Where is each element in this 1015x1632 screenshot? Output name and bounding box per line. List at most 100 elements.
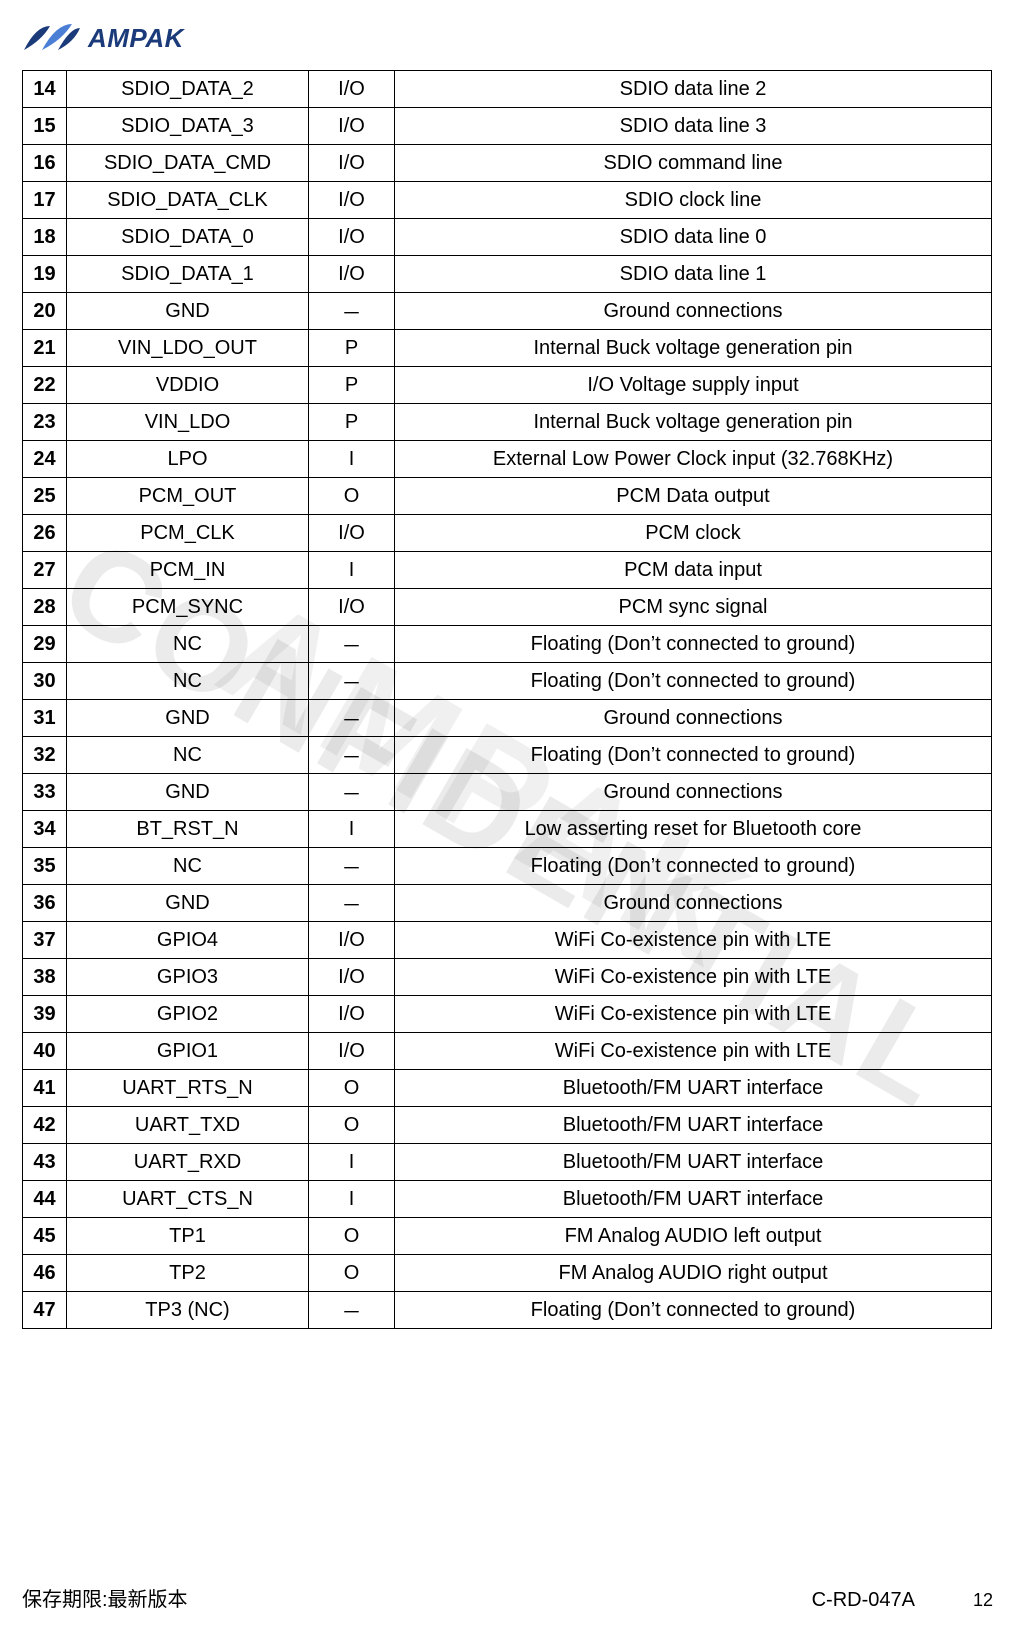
pin-number: 29	[23, 626, 67, 663]
pin-name: NC	[67, 626, 309, 663]
pin-number: 36	[23, 885, 67, 922]
table-row: 39GPIO2I/OWiFi Co-existence pin with LTE	[23, 996, 992, 1033]
pin-description: SDIO data line 0	[395, 219, 992, 256]
pin-description: PCM data input	[395, 552, 992, 589]
pin-number: 16	[23, 145, 67, 182]
table-row: 17SDIO_DATA_CLKI/OSDIO clock line	[23, 182, 992, 219]
pin-table: 14SDIO_DATA_2I/OSDIO data line 215SDIO_D…	[22, 70, 992, 1329]
pin-name: PCM_IN	[67, 552, 309, 589]
pin-name: GND	[67, 885, 309, 922]
pin-description: WiFi Co-existence pin with LTE	[395, 1033, 992, 1070]
pin-number: 25	[23, 478, 67, 515]
pin-number: 30	[23, 663, 67, 700]
pin-type: －	[309, 848, 395, 885]
pin-number: 22	[23, 367, 67, 404]
pin-description: PCM Data output	[395, 478, 992, 515]
pin-name: NC	[67, 737, 309, 774]
pin-name: UART_RXD	[67, 1144, 309, 1181]
pin-name: SDIO_DATA_0	[67, 219, 309, 256]
pin-description: SDIO data line 2	[395, 71, 992, 108]
pin-name: GPIO2	[67, 996, 309, 1033]
pin-name: SDIO_DATA_1	[67, 256, 309, 293]
pin-name: GPIO4	[67, 922, 309, 959]
pin-type: O	[309, 1255, 395, 1292]
pin-type: I/O	[309, 515, 395, 552]
table-row: 15SDIO_DATA_3I/OSDIO data line 3	[23, 108, 992, 145]
pin-type: P	[309, 404, 395, 441]
pin-name: PCM_SYNC	[67, 589, 309, 626]
pin-number: 34	[23, 811, 67, 848]
pin-description: WiFi Co-existence pin with LTE	[395, 959, 992, 996]
pin-number: 44	[23, 1181, 67, 1218]
pin-type: I/O	[309, 959, 395, 996]
table-row: 35NC－Floating (Don’t connected to ground…	[23, 848, 992, 885]
pin-name: TP3 (NC)	[67, 1292, 309, 1329]
table-row: 28PCM_SYNCI/OPCM sync signal	[23, 589, 992, 626]
pin-description: Floating (Don’t connected to ground)	[395, 1292, 992, 1329]
table-row: 45TP1OFM Analog AUDIO left output	[23, 1218, 992, 1255]
pin-number: 47	[23, 1292, 67, 1329]
pin-number: 37	[23, 922, 67, 959]
pin-name: GPIO3	[67, 959, 309, 996]
table-row: 14SDIO_DATA_2I/OSDIO data line 2	[23, 71, 992, 108]
pin-name: GND	[67, 293, 309, 330]
logo-text: AMPAK	[88, 23, 184, 54]
table-row: 43UART_RXDIBluetooth/FM UART interface	[23, 1144, 992, 1181]
pin-number: 42	[23, 1107, 67, 1144]
pin-type: －	[309, 737, 395, 774]
table-row: 42UART_TXDOBluetooth/FM UART interface	[23, 1107, 992, 1144]
pin-type: －	[309, 774, 395, 811]
table-row: 36GND－Ground connections	[23, 885, 992, 922]
pin-description: SDIO command line	[395, 145, 992, 182]
pin-number: 35	[23, 848, 67, 885]
table-row: 44UART_CTS_NIBluetooth/FM UART interface	[23, 1181, 992, 1218]
pin-type: －	[309, 293, 395, 330]
pin-number: 28	[23, 589, 67, 626]
pin-description: FM Analog AUDIO left output	[395, 1218, 992, 1255]
pin-description: Bluetooth/FM UART interface	[395, 1181, 992, 1218]
pin-type: －	[309, 626, 395, 663]
pin-description: Ground connections	[395, 885, 992, 922]
ampak-logo-icon	[22, 20, 82, 56]
pin-description: WiFi Co-existence pin with LTE	[395, 996, 992, 1033]
pin-type: O	[309, 1070, 395, 1107]
pin-number: 24	[23, 441, 67, 478]
pin-description: FM Analog AUDIO right output	[395, 1255, 992, 1292]
pin-description: SDIO data line 3	[395, 108, 992, 145]
table-row: 38GPIO3I/OWiFi Co-existence pin with LTE	[23, 959, 992, 996]
pin-type: I	[309, 552, 395, 589]
pin-type: I	[309, 811, 395, 848]
pin-description: I/O Voltage supply input	[395, 367, 992, 404]
pin-name: BT_RST_N	[67, 811, 309, 848]
pin-type: I	[309, 1181, 395, 1218]
pin-description: PCM sync signal	[395, 589, 992, 626]
pin-type: I/O	[309, 589, 395, 626]
pin-description: Ground connections	[395, 700, 992, 737]
pin-description: PCM clock	[395, 515, 992, 552]
pin-number: 39	[23, 996, 67, 1033]
pin-name: LPO	[67, 441, 309, 478]
footer-left: 保存期限:最新版本	[22, 1583, 188, 1612]
pin-type: I/O	[309, 219, 395, 256]
table-row: 29NC－Floating (Don’t connected to ground…	[23, 626, 992, 663]
pin-name: PCM_CLK	[67, 515, 309, 552]
pin-type: O	[309, 478, 395, 515]
pin-number: 14	[23, 71, 67, 108]
table-row: 21VIN_LDO_OUTPInternal Buck voltage gene…	[23, 330, 992, 367]
pin-description: Bluetooth/FM UART interface	[395, 1144, 992, 1181]
pin-description: Floating (Don’t connected to ground)	[395, 848, 992, 885]
page: AMPAK AMPAK CONFIDENTIAL 14SDIO_DATA_2I/…	[0, 0, 1015, 1632]
table-row: 32NC－Floating (Don’t connected to ground…	[23, 737, 992, 774]
pin-number: 23	[23, 404, 67, 441]
footer-page-number: 12	[973, 1590, 993, 1611]
table-row: 33GND－Ground connections	[23, 774, 992, 811]
table-row: 19SDIO_DATA_1I/OSDIO data line 1	[23, 256, 992, 293]
pin-number: 17	[23, 182, 67, 219]
pin-name: NC	[67, 663, 309, 700]
pin-name: UART_RTS_N	[67, 1070, 309, 1107]
pin-name: VIN_LDO_OUT	[67, 330, 309, 367]
pin-type: －	[309, 700, 395, 737]
table-row: 34BT_RST_NILow asserting reset for Bluet…	[23, 811, 992, 848]
pin-description: Low asserting reset for Bluetooth core	[395, 811, 992, 848]
pin-type: I	[309, 1144, 395, 1181]
